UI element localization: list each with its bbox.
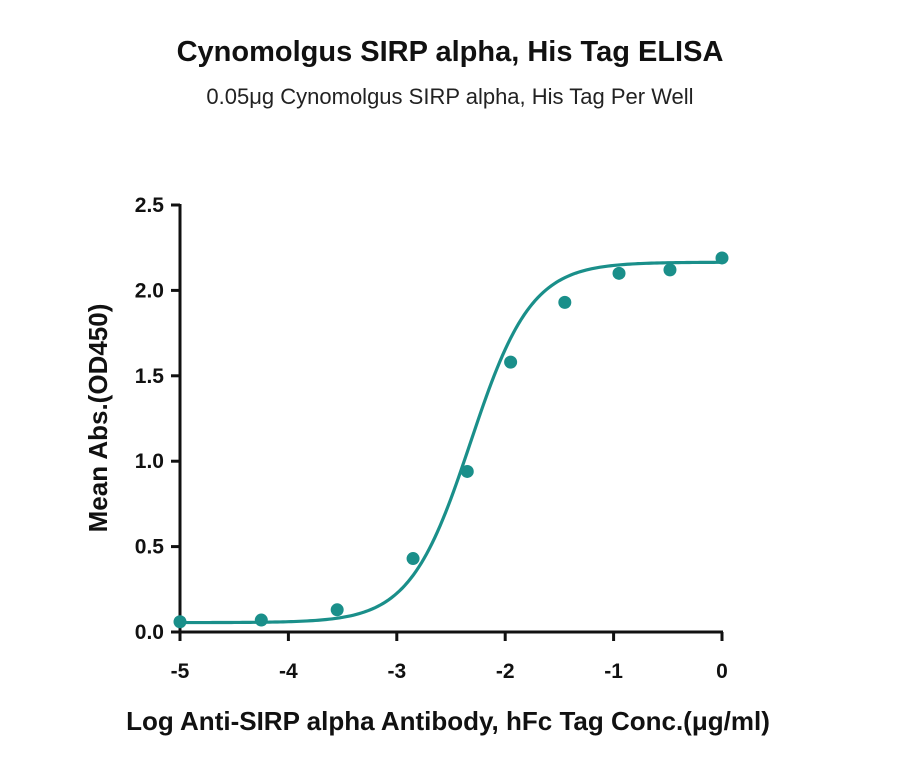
y-tick-label: 2.5 [135, 194, 165, 217]
x-tick-label: -1 [604, 660, 623, 683]
fit-curve [180, 260, 723, 625]
data-points [173, 251, 729, 629]
y-tick-label: 2.0 [135, 279, 164, 302]
data-point [612, 266, 626, 280]
data-point [663, 263, 677, 277]
axes [178, 204, 723, 634]
chart-title: Cynomolgus SIRP alpha, His Tag ELISA [176, 36, 724, 68]
x-tick-label: -2 [496, 660, 515, 683]
y-tick-label: 0.5 [135, 536, 165, 559]
fit-curve-group [180, 260, 723, 625]
y-tick-label: 0.0 [135, 621, 164, 644]
y-tick-label: 1.5 [135, 365, 165, 388]
x-tick-label: -3 [387, 660, 406, 683]
x-axis-title: Log Anti-SIRP alpha Antibody, hFc Tag Co… [126, 706, 770, 736]
data-point [460, 464, 474, 478]
data-point [406, 552, 420, 566]
y-tick-label: 1.0 [135, 450, 164, 473]
data-point [558, 295, 572, 309]
chart-subtitle: 0.05μg Cynomolgus SIRP alpha, His Tag Pe… [206, 84, 694, 109]
x-tick-label: -5 [171, 660, 190, 683]
data-point [254, 613, 268, 627]
data-point [504, 355, 518, 369]
data-point [330, 603, 344, 617]
data-point [173, 615, 187, 629]
y-axis-title: Mean Abs.(OD450) [83, 304, 113, 533]
x-tick-label: 0 [716, 660, 728, 683]
x-tick-label: -4 [279, 660, 298, 683]
ticks: 0.0 0.5 1.0 1.5 2.0 2.5 -5 -4 -3 -2 -1 0 [135, 194, 728, 683]
data-point [715, 251, 729, 265]
